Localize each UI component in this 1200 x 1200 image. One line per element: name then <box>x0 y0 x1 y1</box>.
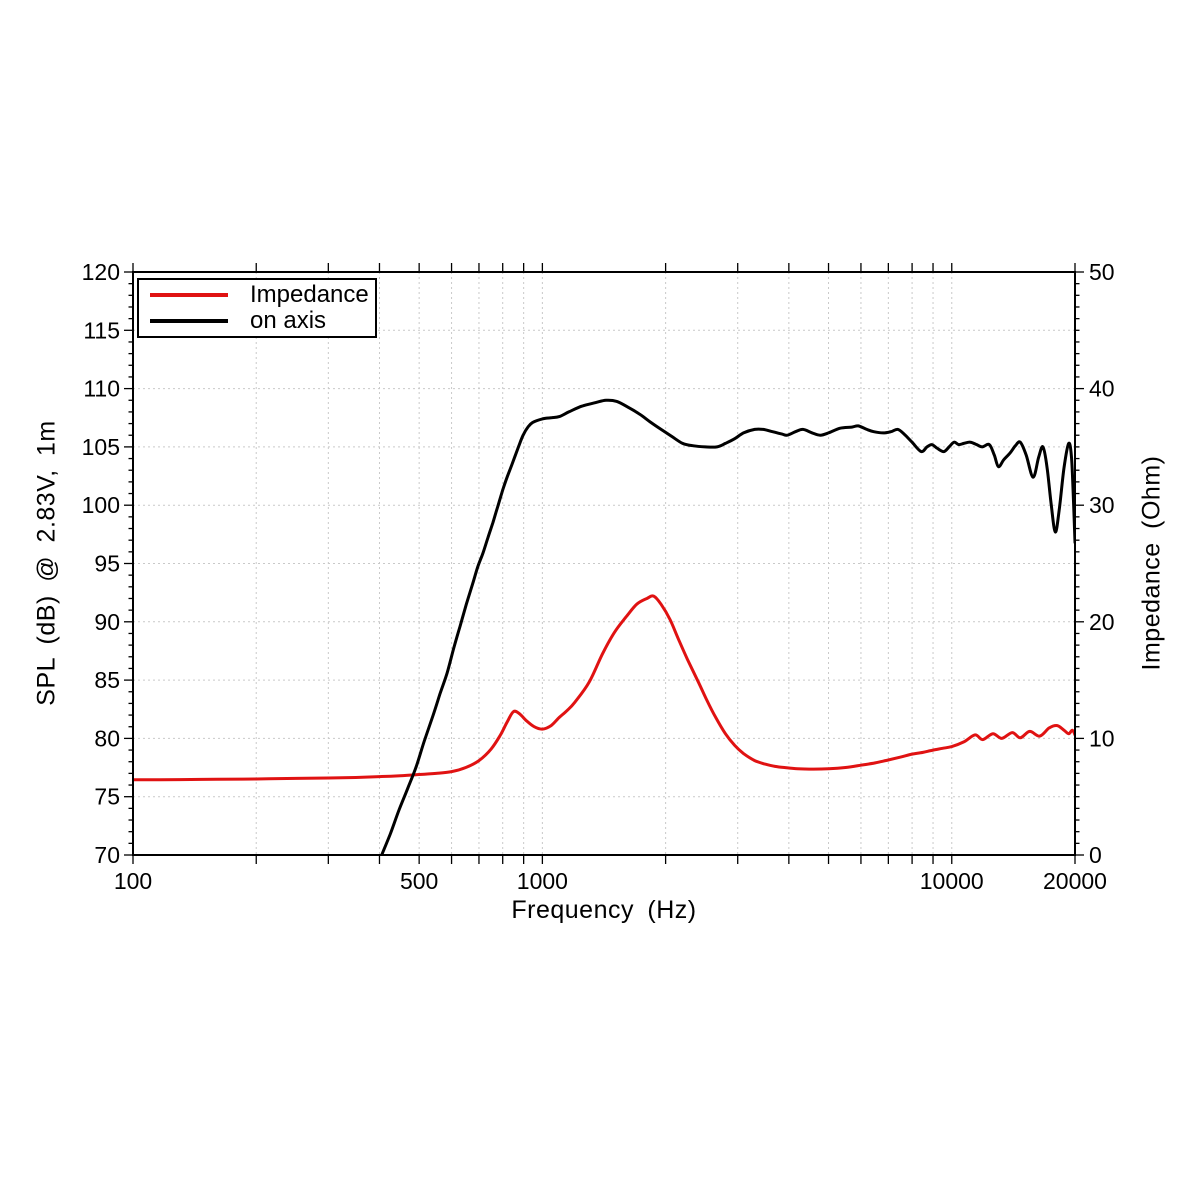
y-left-tick-label: 95 <box>94 551 120 577</box>
y-left-tick-label: 85 <box>94 667 120 693</box>
y-right-tick-label: 30 <box>1089 492 1115 518</box>
y-axis-label-right: Impedance (Ohm) <box>1137 455 1166 671</box>
y-right-tick-label: 50 <box>1089 259 1115 285</box>
x-axis-label: Frequency (Hz) <box>511 896 697 924</box>
legend-label-impedance: Impedance <box>250 280 369 308</box>
y-left-tick-label: 70 <box>94 842 120 868</box>
y-left-tick-label: 80 <box>94 725 120 751</box>
y-left-tick-label: 75 <box>94 784 120 810</box>
y-left-tick-label: 115 <box>83 317 120 343</box>
y-left-tick-label: 90 <box>94 609 120 635</box>
x-tick-label: 20000 <box>1043 868 1107 894</box>
y-left-tick-label: 110 <box>83 376 120 402</box>
x-tick-label: 500 <box>400 868 438 894</box>
x-tick-label: 1000 <box>517 868 568 894</box>
gridlines <box>133 272 1075 855</box>
x-tick-label: 10000 <box>920 868 984 894</box>
y-right-tick-label: 20 <box>1089 609 1115 635</box>
legend-label-on-axis: on axis <box>250 307 327 335</box>
curve-on-axis <box>380 398 1075 855</box>
on-axis-line-swatch <box>150 319 228 324</box>
axis-ticks <box>124 263 1084 864</box>
y-left-tick-label: 100 <box>82 492 120 518</box>
y-axis-label-left: SPL (dB) @ 2.83V, 1m <box>32 420 61 706</box>
curves <box>133 398 1075 855</box>
legend-item-on-axis: on axis <box>139 309 375 333</box>
tick-labels: 100 500 1000 10000 2000070758085909510010511… <box>82 259 1115 894</box>
legend-item-impedance: Impedance <box>139 280 375 308</box>
curve-impedance <box>133 594 1075 782</box>
y-right-tick-label: 10 <box>1089 725 1115 751</box>
y-left-tick-label: 120 <box>82 259 120 285</box>
y-right-tick-label: 0 <box>1089 842 1102 868</box>
impedance-line-swatch <box>150 292 228 297</box>
y-right-tick-label: 40 <box>1089 376 1115 402</box>
x-tick-label: 100 <box>114 868 152 894</box>
legend: Impedance on axis <box>137 278 377 338</box>
y-left-tick-label: 105 <box>82 434 120 460</box>
